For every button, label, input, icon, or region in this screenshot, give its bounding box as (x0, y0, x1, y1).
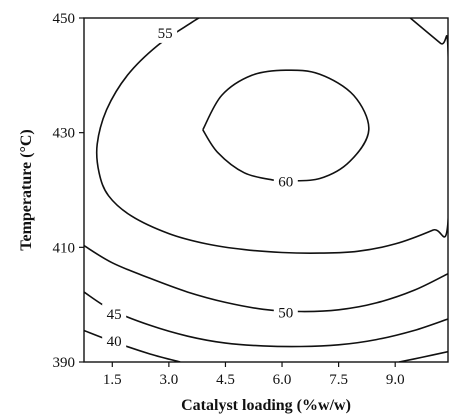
y-tick-label: 410 (53, 240, 76, 256)
contour-line-60 (202, 69, 370, 182)
contour-line-40 (84, 329, 181, 362)
y-tick-label: 450 (53, 11, 76, 27)
x-tick-label: 9.0 (386, 372, 405, 388)
contour-labels: 60 55 50 45 40 (107, 26, 294, 350)
x-tick-label: 1.5 (103, 372, 122, 388)
contour-label-40: 40 (107, 334, 122, 350)
x-axis-title: Catalyst loading (%w/w) (181, 397, 351, 414)
contour-line-50 (84, 244, 448, 313)
contour-label-45: 45 (107, 307, 122, 323)
y-tick-label: 390 (53, 355, 76, 371)
contour-lines (84, 18, 448, 362)
x-tick-label: 6.0 (273, 372, 292, 388)
y-axis-title: Temperature (°C) (18, 129, 35, 250)
x-tick-label: 3.0 (159, 372, 178, 388)
plot-frame (83, 17, 449, 363)
x-axis: 1.5 3.0 4.5 6.0 7.5 9.0 (103, 362, 405, 388)
x-tick-label: 4.5 (216, 372, 235, 388)
contour-label-60: 60 (278, 174, 293, 190)
contour-line-45 (84, 291, 448, 348)
y-axis: 390 410 430 450 (53, 11, 84, 371)
x-tick-label: 7.5 (329, 372, 348, 388)
y-tick-label: 430 (53, 126, 76, 142)
contour-line-40-segment (398, 350, 448, 362)
contour-line-55 (95, 18, 448, 254)
contour-label-50: 50 (278, 306, 293, 322)
contour-label-55: 55 (158, 26, 173, 42)
